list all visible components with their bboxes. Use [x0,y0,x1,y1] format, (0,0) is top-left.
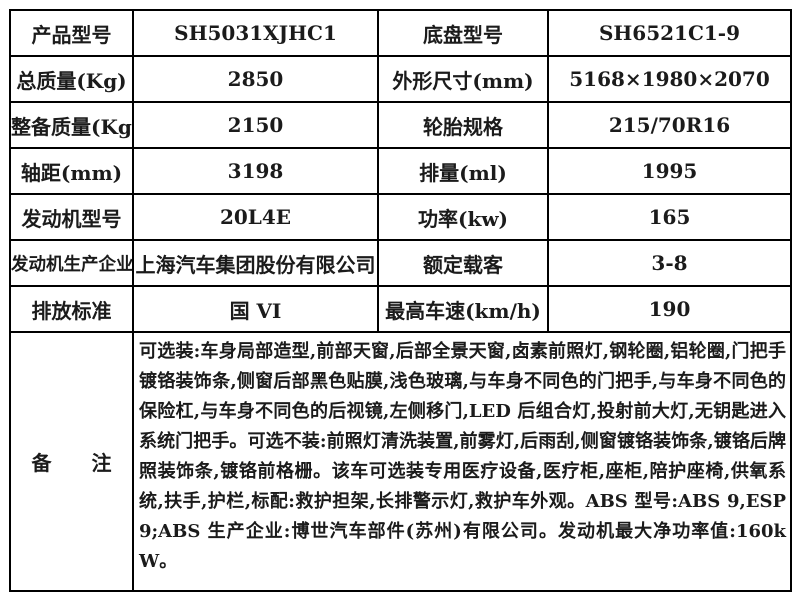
spec-value-chassis-model: SH6521C1-9 [547,9,792,57]
spec-label-product-model: 产品型号 [9,9,134,57]
spec-value-curb-weight: 2150 [132,101,379,149]
spec-value-dimensions: 5168×1980×2070 [547,55,792,103]
spec-value-displacement: 1995 [547,147,792,195]
spec-label-chassis-model: 底盘型号 [377,9,549,57]
remark-row: 备 注 可选装:车身局部造型,前部天窗,后部全景天窗,卤素前照灯,钢轮圈,铝轮圈… [9,331,792,592]
table-row: 排放标准 国 VI 最高车速(km/h) 190 [9,285,792,333]
spec-label-wheelbase: 轴距(mm) [9,147,134,195]
spec-label-rated-passengers: 额定载客 [377,239,549,287]
spec-label-engine-manufacturer: 发动机生产企业 [9,239,134,287]
remark-text-cell: 可选装:车身局部造型,前部天窗,后部全景天窗,卤素前照灯,钢轮圈,铝轮圈,门把手… [132,331,792,592]
spec-label-power: 功率(kw) [377,193,549,241]
spec-label-curb-weight: 整备质量(Kg) [9,101,134,149]
spec-value-engine-manufacturer: 上海汽车集团股份有限公司 [132,239,379,287]
table-row: 轴距(mm) 3198 排量(ml) 1995 [9,147,792,195]
spec-value-power: 165 [547,193,792,241]
table-row: 发动机生产企业 上海汽车集团股份有限公司 额定载客 3-8 [9,239,792,287]
table-row: 发动机型号 20L4E 功率(kw) 165 [9,193,792,241]
spec-value-wheelbase: 3198 [132,147,379,195]
spec-label-tire-spec: 轮胎规格 [377,101,549,149]
table-row: 整备质量(Kg) 2150 轮胎规格 215/70R16 [9,101,792,149]
spec-value-engine-model: 20L4E [132,193,379,241]
spec-value-tire-spec: 215/70R16 [547,101,792,149]
vehicle-spec-table: 产品型号 SH5031XJHC1 底盘型号 SH6521C1-9 总质量(Kg)… [9,9,792,592]
spec-label-max-speed: 最高车速(km/h) [377,285,549,333]
spec-value-gross-weight: 2850 [132,55,379,103]
table-row: 产品型号 SH5031XJHC1 底盘型号 SH6521C1-9 [9,9,792,57]
spec-value-max-speed: 190 [547,285,792,333]
spec-label-gross-weight: 总质量(Kg) [9,55,134,103]
spec-label-emission-standard: 排放标准 [9,285,134,333]
spec-value-product-model: SH5031XJHC1 [132,9,379,57]
remark-label-cell: 备 注 [9,331,134,592]
table-row: 总质量(Kg) 2850 外形尺寸(mm) 5168×1980×2070 [9,55,792,103]
spec-label-engine-model: 发动机型号 [9,193,134,241]
spec-label-displacement: 排量(ml) [377,147,549,195]
spec-value-emission-standard: 国 VI [132,285,379,333]
spec-value-rated-passengers: 3-8 [547,239,792,287]
spec-label-dimensions: 外形尺寸(mm) [377,55,549,103]
